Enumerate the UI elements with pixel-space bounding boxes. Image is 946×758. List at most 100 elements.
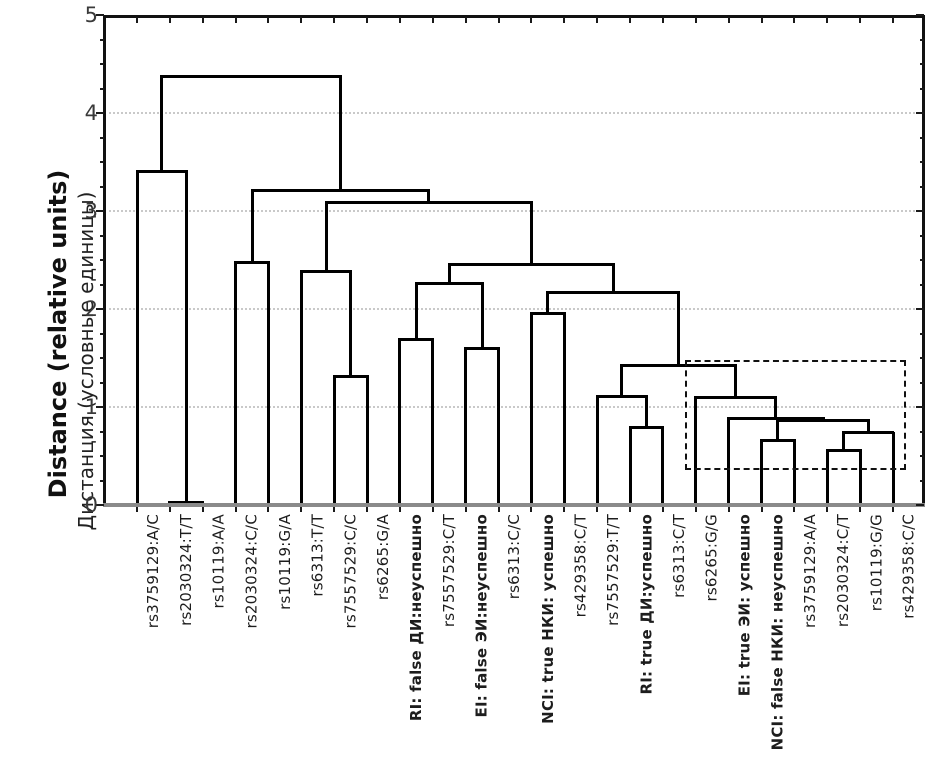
leaf-label: rs429358:C/T [571, 514, 590, 618]
y-tick-right [916, 210, 924, 212]
dendrogram-bar [825, 448, 862, 452]
dendrogram-riser [497, 348, 501, 505]
top-tick [727, 17, 730, 23]
dendrogram-bar [529, 312, 566, 316]
bottom-tick [530, 506, 533, 512]
bottom-tick [366, 506, 369, 512]
dendrogram-bar [546, 290, 681, 294]
dendrogram-bar [324, 200, 533, 204]
dendrogram-riser [464, 348, 468, 505]
cluster-highlight-box [684, 359, 906, 470]
bottom-tick [136, 506, 138, 512]
dendrogram-riser [866, 420, 870, 433]
top-tick [694, 17, 697, 23]
bottom-tick [793, 506, 796, 512]
top-tick [892, 17, 894, 23]
dendrogram-riser [842, 432, 846, 451]
y-tick-right [916, 504, 924, 506]
dendrogram-riser [324, 202, 328, 272]
top-tick [530, 17, 533, 23]
dendrogram-riser [299, 271, 303, 505]
leaf-label: EI: false ЭИ:неуспешно [472, 514, 491, 718]
leaf-label: rs6265:G/A [374, 514, 393, 601]
dendrogram-riser [774, 397, 778, 419]
dendrogram-riser [266, 262, 270, 505]
dendrogram-riser [727, 418, 731, 505]
y-tick-left [100, 136, 104, 139]
dendrogram-bar [135, 170, 188, 174]
top-tick [596, 17, 599, 23]
y-tick-left [100, 234, 104, 237]
top-tick [760, 17, 763, 23]
top-tick [826, 17, 829, 23]
y-tick-left [96, 406, 104, 408]
dendrogram-riser [234, 262, 238, 505]
y-tick-left [100, 479, 104, 482]
top-tick [859, 17, 862, 23]
top-tick [661, 17, 664, 23]
y-tick-left [100, 87, 104, 90]
top-tick [497, 17, 500, 23]
leaf-label: rs6265:G/G [702, 514, 721, 602]
y-tick-right [920, 259, 924, 261]
leaf-label: NCI: false НКИ: неуспешно [768, 514, 787, 751]
top-tick [234, 17, 237, 23]
y-tick-left [96, 210, 104, 212]
leaf-label: rs6313:C/T [669, 514, 688, 598]
top-tick [267, 17, 270, 23]
dendrogram-riser [427, 190, 431, 203]
dendrogram-bar [776, 419, 870, 423]
dendrogram-riser [611, 264, 615, 293]
plot-border-left [103, 15, 106, 505]
top-tick [629, 17, 632, 23]
dendrogram-riser [661, 427, 665, 505]
bottom-tick [333, 506, 336, 512]
dendrogram-bar [234, 261, 270, 265]
dendrogram-riser [825, 450, 829, 505]
bottom-tick [892, 506, 894, 512]
leaf-label: rs10119:A/A [209, 514, 228, 609]
y-tick-right [920, 87, 924, 90]
y-tick-right [916, 308, 924, 310]
y-tick-right [920, 283, 924, 286]
dendrogram-riser [365, 376, 369, 505]
y-tick-label: 1 [84, 395, 98, 419]
y-tick-right [920, 234, 924, 237]
bottom-tick [694, 506, 697, 512]
gridline [104, 210, 923, 212]
leaf-label: rs6313:T/T [308, 514, 327, 597]
y-tick-left [100, 357, 104, 359]
y-tick-right [920, 357, 924, 359]
dendrogram-bar [842, 430, 895, 434]
dendrogram-bar [628, 426, 665, 430]
dendrogram-riser [447, 264, 451, 284]
dendrogram-riser [414, 283, 418, 340]
y-tick-right [920, 430, 924, 433]
dendrogram-riser [160, 76, 164, 172]
y-tick-left [100, 430, 104, 433]
top-tick [464, 17, 467, 23]
top-tick [201, 17, 204, 23]
bottom-tick [596, 506, 599, 512]
y-tick-right [920, 185, 924, 188]
y-tick-left [100, 455, 104, 457]
leaf-label: rs2030324:C/T [834, 514, 853, 628]
y-tick-label: 0 [84, 493, 98, 517]
dendrogram-riser [529, 202, 533, 265]
dendrogram-riser [595, 396, 599, 505]
bottom-tick [267, 506, 270, 512]
plot-border-top [103, 15, 925, 18]
dendrogram-riser [628, 427, 632, 505]
dendrogram-bar [447, 263, 615, 267]
leaf-label: RI: true ДИ:успешно [637, 514, 656, 695]
y-tick-right [920, 136, 924, 139]
dendrogram-riser [250, 190, 254, 263]
bottom-tick [300, 506, 303, 512]
dendrogram-riser [858, 450, 862, 505]
bottom-tick [201, 506, 204, 512]
leaf-label: rs2030324:C/C [242, 514, 261, 629]
dendrogram-bar [250, 188, 431, 192]
top-tick [136, 17, 138, 23]
dendrogram-riser [760, 440, 764, 505]
leaf-label: NCI: true НКИ: успешно [538, 514, 557, 724]
